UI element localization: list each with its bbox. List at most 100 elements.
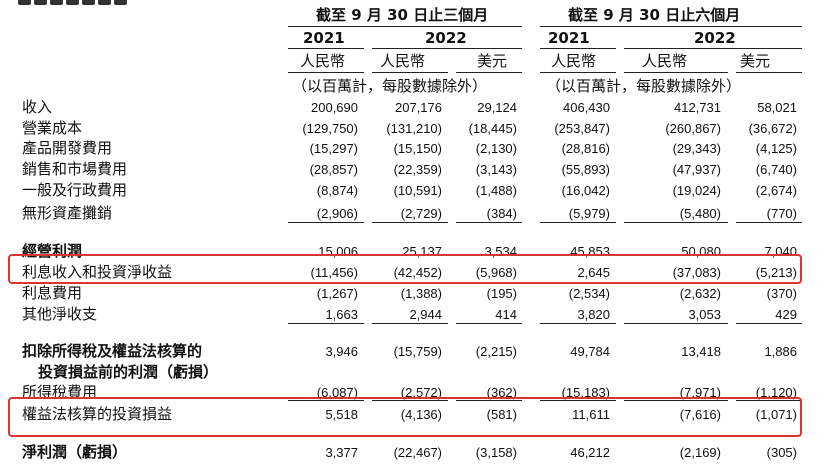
- year-header: 2021: [303, 29, 345, 47]
- row-value: (2,169): [679, 445, 721, 460]
- row-label: 一般及行政費用: [22, 181, 128, 199]
- header-rule: [624, 72, 728, 73]
- row-value: 3,053: [688, 307, 721, 322]
- unit-note: （以百萬計，每股數據除外）: [292, 77, 488, 95]
- subtotal-rule: [456, 400, 522, 401]
- row-value: 200,690: [311, 100, 358, 115]
- period-header-3m: 截至 9 月 30 日止三個月: [316, 6, 489, 24]
- currency-header: 人民幣: [300, 52, 346, 70]
- row-value: 406,430: [563, 100, 610, 115]
- row-value: (2,729): [400, 206, 442, 221]
- header-rule: [540, 48, 616, 49]
- row-value: 29,124: [477, 100, 517, 115]
- row-value: 13,418: [681, 344, 721, 359]
- row-value: (1,388): [400, 286, 442, 301]
- header-rule: [288, 26, 522, 27]
- row-value: (6,740): [755, 162, 797, 177]
- highlight-box: [8, 254, 802, 284]
- row-value: (384): [486, 206, 517, 221]
- header-rule: [288, 48, 364, 49]
- cropped-heading-fragment: [18, 0, 168, 5]
- row-value: (7,616): [679, 407, 721, 422]
- row-value: (3,143): [475, 162, 517, 177]
- row-label: 其他淨收支: [22, 305, 98, 323]
- row-label: 扣除所得稅及權益法核算的: [22, 342, 203, 360]
- row-label: 權益法核算的投資損益: [22, 405, 173, 423]
- row-label: 利息費用: [22, 284, 83, 302]
- row-value: (28,816): [561, 141, 610, 156]
- row-value: 46,212: [570, 445, 610, 460]
- row-value: (42,452): [393, 265, 442, 280]
- row-value: 429: [775, 307, 797, 322]
- row-value: (131,210): [386, 121, 442, 136]
- row-value: (6,087): [316, 385, 358, 400]
- subtotal-rule: [288, 400, 364, 401]
- highlight-box: [8, 397, 802, 437]
- subtotal-rule: [540, 323, 616, 324]
- row-value: (1,267): [316, 286, 358, 301]
- row-value: 412,731: [674, 100, 721, 115]
- row-value: (15,150): [393, 141, 442, 156]
- header-rule: [540, 72, 616, 73]
- row-value: (28,857): [309, 162, 358, 177]
- period-header-6m: 截至 9 月 30 日止六個月: [568, 6, 741, 24]
- row-value: 1,663: [325, 307, 358, 322]
- header-rule: [372, 48, 522, 49]
- row-value: (5,213): [755, 265, 797, 280]
- row-value: (4,136): [400, 407, 442, 422]
- row-label: 收入: [22, 98, 53, 116]
- subtotal-rule: [456, 323, 522, 324]
- row-value: (2,572): [400, 385, 442, 400]
- row-value: (362): [486, 385, 517, 400]
- row-label: 所得稅費用: [22, 383, 98, 401]
- row-value: (195): [486, 286, 517, 301]
- row-label: 銷售和市場費用: [22, 160, 128, 178]
- row-value: (36,672): [748, 121, 797, 136]
- row-value: (55,893): [561, 162, 610, 177]
- row-value: (18,445): [468, 121, 517, 136]
- row-value: (2,674): [755, 183, 797, 198]
- subtotal-rule: [372, 400, 448, 401]
- row-value: (581): [486, 407, 517, 422]
- header-rule: [288, 72, 364, 73]
- row-value: 3,377: [325, 445, 358, 460]
- row-value: (1,120): [755, 385, 797, 400]
- row-value: (2,906): [316, 206, 358, 221]
- subtotal-rule: [540, 400, 616, 401]
- row-value: (16,042): [561, 183, 610, 198]
- currency-header: 人民幣: [380, 52, 426, 70]
- subtotal-rule: [372, 323, 448, 324]
- row-value: (2,130): [475, 141, 517, 156]
- subtotal-rule: [456, 222, 522, 223]
- header-rule: [736, 72, 802, 73]
- row-label: 產品開發費用: [22, 139, 113, 157]
- row-value: (4,125): [755, 141, 797, 156]
- row-value: (7,971): [679, 385, 721, 400]
- row-value: 2,645: [577, 265, 610, 280]
- row-value: (2,632): [679, 286, 721, 301]
- row-value: (19,024): [672, 183, 721, 198]
- row-value: 207,176: [395, 100, 442, 115]
- unit-note: （以百萬計，每股數據除外）: [546, 77, 742, 95]
- row-value: (129,750): [302, 121, 358, 136]
- row-label: 營業成本: [22, 119, 83, 137]
- row-value: (47,937): [672, 162, 721, 177]
- year-header: 2022: [694, 29, 736, 47]
- subtotal-rule: [372, 222, 448, 223]
- row-value: (29,343): [672, 141, 721, 156]
- row-value: 1,886: [764, 344, 797, 359]
- row-value: (10,591): [393, 183, 442, 198]
- row-value: (8,874): [316, 183, 358, 198]
- row-label: 無形資產攤銷: [22, 204, 113, 222]
- row-label-continued: 投資損益前的利潤（虧損）: [38, 363, 219, 381]
- currency-header: 美元: [740, 52, 771, 70]
- header-rule: [372, 72, 448, 73]
- row-value: (1,488): [475, 183, 517, 198]
- subtotal-rule: [624, 400, 728, 401]
- row-value: (370): [766, 286, 797, 301]
- subtotal-rule: [288, 323, 364, 324]
- row-label: 利息收入和投資淨收益: [22, 263, 173, 281]
- year-header: 2021: [548, 29, 590, 47]
- currency-header: 人民幣: [642, 52, 688, 70]
- row-value: 3,946: [325, 344, 358, 359]
